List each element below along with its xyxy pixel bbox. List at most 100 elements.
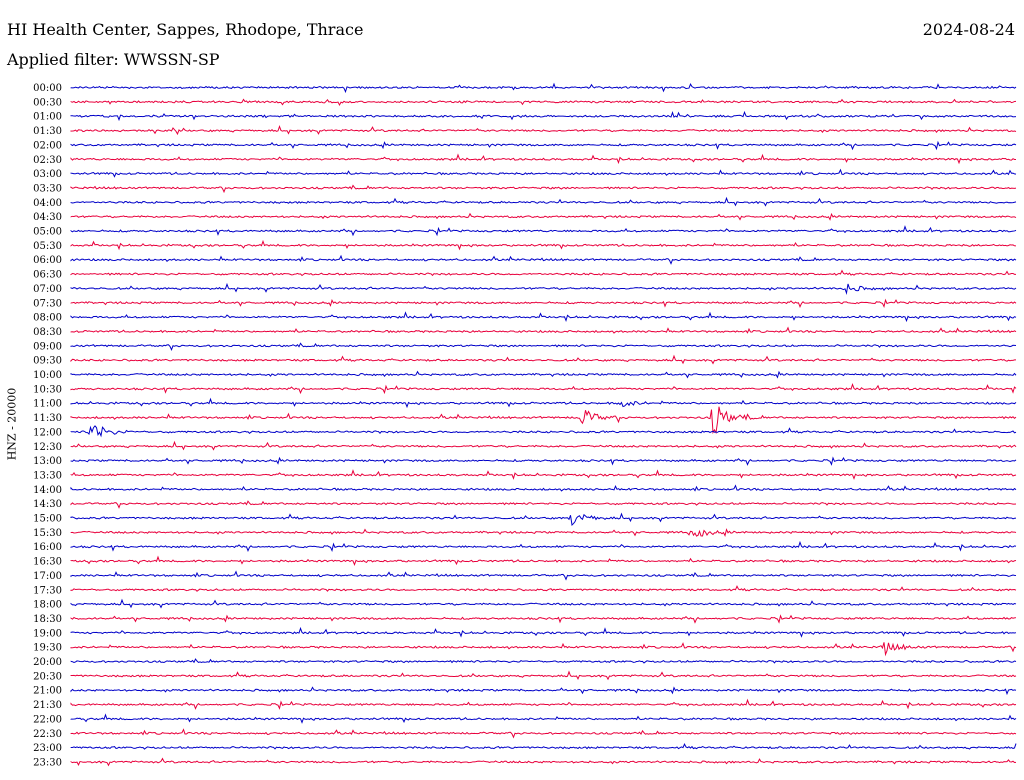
row-label-1330: 13:30 bbox=[33, 470, 62, 481]
trace-0930 bbox=[70, 354, 1017, 365]
trace-1200 bbox=[70, 425, 1017, 438]
trace-2230 bbox=[70, 728, 1017, 739]
trace-0500 bbox=[70, 225, 1017, 237]
row-label-0630: 06:30 bbox=[33, 270, 62, 281]
date-label: 2024-08-24 bbox=[922, 20, 1015, 39]
row-labels: 00:00 00:30 01:00 01:30 02:00 02:30 03:00 03:30… bbox=[33, 83, 62, 768]
trace-1000 bbox=[70, 370, 1017, 379]
trace-0900 bbox=[70, 342, 1017, 352]
trace-1100 bbox=[70, 397, 1017, 409]
filter-label: Applied filter: WWSSN-SP bbox=[7, 50, 220, 69]
trace-2130 bbox=[70, 698, 1017, 710]
row-label-2230: 22:30 bbox=[33, 729, 62, 740]
trace-2330 bbox=[70, 757, 1017, 767]
trace-0000 bbox=[70, 82, 1017, 94]
trace-1330 bbox=[70, 469, 1017, 480]
row-label-1630: 16:30 bbox=[33, 557, 62, 568]
trace-2200 bbox=[70, 713, 1017, 724]
trace-1230 bbox=[70, 440, 1017, 451]
row-label-0130: 01:30 bbox=[33, 126, 62, 137]
trace-1030 bbox=[70, 382, 1017, 395]
trace-0400 bbox=[70, 196, 1017, 207]
trace-1400 bbox=[70, 484, 1017, 492]
trace-0230 bbox=[70, 153, 1017, 165]
row-label-2130: 21:30 bbox=[33, 700, 62, 711]
row-label-1400: 14:00 bbox=[33, 485, 62, 496]
trace-1300 bbox=[70, 456, 1017, 466]
row-label-0500: 05:00 bbox=[33, 227, 62, 238]
row-label-0600: 06:00 bbox=[33, 255, 62, 266]
row-label-2100: 21:00 bbox=[33, 686, 62, 697]
trace-1930 bbox=[70, 642, 1017, 657]
row-label-2200: 22:00 bbox=[33, 714, 62, 725]
row-label-2330: 23:30 bbox=[33, 757, 62, 768]
row-label-1230: 12:30 bbox=[33, 442, 62, 453]
row-label-0700: 07:00 bbox=[33, 284, 62, 295]
trace-1830 bbox=[70, 614, 1017, 624]
trace-1130 bbox=[70, 406, 1017, 435]
trace-0030 bbox=[70, 98, 1017, 107]
trace-2030 bbox=[70, 670, 1017, 681]
row-label-0030: 00:30 bbox=[33, 97, 62, 108]
trace-0530 bbox=[70, 239, 1017, 251]
trace-0200 bbox=[70, 140, 1017, 151]
trace-0700 bbox=[70, 282, 1017, 296]
row-label-1800: 18:00 bbox=[33, 600, 62, 611]
row-label-0830: 08:30 bbox=[33, 327, 62, 338]
trace-0630 bbox=[70, 269, 1017, 277]
row-label-0930: 09:30 bbox=[33, 356, 62, 367]
row-label-1030: 10:30 bbox=[33, 384, 62, 395]
row-label-2000: 20:00 bbox=[33, 657, 62, 668]
trace-1630 bbox=[70, 555, 1017, 567]
row-label-1430: 14:30 bbox=[33, 499, 62, 510]
trace-0100 bbox=[70, 110, 1017, 122]
traces bbox=[70, 82, 1017, 767]
row-label-1530: 15:30 bbox=[33, 528, 62, 539]
trace-0130 bbox=[70, 125, 1017, 136]
row-label-1930: 19:30 bbox=[33, 643, 62, 654]
row-label-2030: 20:30 bbox=[33, 671, 62, 682]
trace-0830 bbox=[70, 326, 1017, 334]
row-label-0800: 08:00 bbox=[33, 313, 62, 324]
trace-1500 bbox=[70, 512, 1017, 527]
row-label-0330: 03:30 bbox=[33, 183, 62, 194]
trace-0600 bbox=[70, 254, 1017, 265]
trace-1900 bbox=[70, 626, 1017, 638]
row-label-1500: 15:00 bbox=[33, 514, 62, 525]
trace-1730 bbox=[70, 585, 1017, 592]
trace-0730 bbox=[70, 298, 1017, 309]
row-label-1900: 19:00 bbox=[33, 628, 62, 639]
row-label-0000: 00:00 bbox=[33, 83, 62, 94]
row-label-0230: 02:30 bbox=[33, 155, 62, 166]
trace-0300 bbox=[70, 168, 1017, 178]
trace-1700 bbox=[70, 570, 1017, 581]
row-label-2300: 23:00 bbox=[33, 743, 62, 754]
trace-1800 bbox=[70, 598, 1017, 609]
trace-2000 bbox=[70, 658, 1017, 664]
row-label-1300: 13:00 bbox=[33, 456, 62, 467]
trace-1600 bbox=[70, 540, 1017, 553]
row-label-1830: 18:30 bbox=[33, 614, 62, 625]
row-label-0730: 07:30 bbox=[33, 298, 62, 309]
row-label-0300: 03:00 bbox=[33, 169, 62, 180]
row-label-0530: 05:30 bbox=[33, 241, 62, 252]
row-label-1600: 16:00 bbox=[33, 542, 62, 553]
trace-0800 bbox=[70, 311, 1017, 323]
row-label-1730: 17:30 bbox=[33, 585, 62, 596]
row-label-1000: 10:00 bbox=[33, 370, 62, 381]
row-label-0200: 02:00 bbox=[33, 140, 62, 151]
trace-1530 bbox=[70, 528, 1017, 537]
row-label-1200: 12:00 bbox=[33, 427, 62, 438]
station-title: HI Health Center, Sappes, Rhodope, Thrac… bbox=[7, 20, 364, 39]
trace-1430 bbox=[70, 500, 1017, 509]
trace-2300 bbox=[70, 743, 1017, 750]
row-label-0100: 01:00 bbox=[33, 112, 62, 123]
row-label-1130: 11:30 bbox=[33, 413, 62, 424]
row-label-0400: 04:00 bbox=[33, 198, 62, 209]
trace-0330 bbox=[70, 184, 1017, 194]
row-label-0430: 04:30 bbox=[33, 212, 62, 223]
row-label-1100: 11:00 bbox=[33, 399, 62, 410]
row-label-0900: 09:00 bbox=[33, 341, 62, 352]
trace-2100 bbox=[70, 686, 1017, 696]
